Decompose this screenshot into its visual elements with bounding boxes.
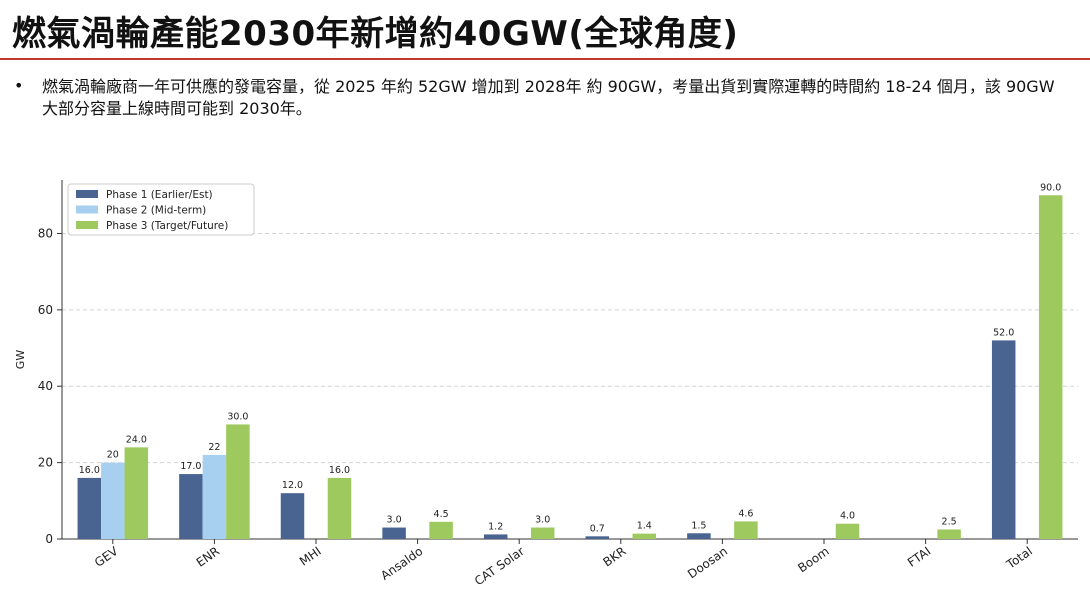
bar bbox=[937, 529, 961, 539]
x-tick-label: ENR bbox=[194, 544, 222, 570]
x-tick-label: GEV bbox=[92, 544, 121, 570]
bars bbox=[77, 195, 1063, 539]
bar bbox=[382, 527, 406, 539]
data-label: 1.5 bbox=[691, 520, 706, 531]
bar bbox=[77, 477, 102, 539]
data-label: 1.2 bbox=[488, 521, 503, 532]
legend-label: Phase 1 (Earlier/Est) bbox=[106, 189, 213, 201]
y-axis-label: GW bbox=[14, 350, 27, 370]
bar bbox=[327, 477, 352, 539]
bar bbox=[991, 340, 1016, 539]
data-label: 52.0 bbox=[993, 327, 1014, 338]
axes: 0 20 40 60 80 GW GEV ENR MHI Ansaldo CAT Solar BKR D… bbox=[14, 180, 1078, 588]
bullet-marker: • bbox=[14, 76, 24, 95]
bar bbox=[101, 462, 125, 539]
y-tick-label: 80 bbox=[38, 226, 53, 240]
x-tick-label: CAT Solar bbox=[472, 544, 527, 588]
data-label: 3.0 bbox=[387, 515, 402, 526]
bar bbox=[280, 493, 305, 539]
bar bbox=[1038, 195, 1063, 539]
data-label: 4.6 bbox=[738, 508, 753, 519]
data-labels: 16.0 20 24.0 17.0 22 30.0 12.0 16.0 3.0 4.5 1.2 3.0… bbox=[79, 182, 1062, 534]
data-label: 16.0 bbox=[329, 465, 350, 476]
data-label: 30.0 bbox=[227, 411, 248, 422]
legend-swatch bbox=[76, 205, 98, 214]
page-title: 燃氣渦輪產能2030年新增約40GW(全球角度) bbox=[12, 14, 739, 54]
y-tick-label: 0 bbox=[45, 532, 53, 546]
data-label: 1.4 bbox=[637, 521, 652, 532]
bar bbox=[835, 523, 860, 539]
bar bbox=[734, 521, 758, 539]
data-label: 12.0 bbox=[282, 480, 303, 491]
data-label: 20 bbox=[107, 450, 119, 461]
data-label: 0.7 bbox=[590, 523, 605, 534]
legend-label: Phase 3 (Target/Future) bbox=[106, 220, 228, 232]
x-tick-label: Ansaldo bbox=[378, 544, 425, 583]
bar bbox=[124, 447, 149, 539]
y-tick-label: 40 bbox=[38, 379, 53, 393]
legend-label: Phase 2 (Mid-term) bbox=[106, 205, 206, 217]
bar bbox=[632, 533, 657, 539]
data-label: 4.0 bbox=[840, 511, 855, 522]
x-tick-label: Total bbox=[1003, 544, 1035, 572]
y-tick-label: 20 bbox=[38, 456, 53, 470]
legend-swatch bbox=[76, 190, 98, 198]
title-divider bbox=[0, 58, 1090, 60]
bar bbox=[202, 454, 227, 539]
data-label: 24.0 bbox=[126, 434, 147, 445]
bar bbox=[226, 424, 250, 539]
bar bbox=[179, 474, 203, 539]
data-label: 90.0 bbox=[1040, 182, 1061, 193]
bar bbox=[687, 533, 711, 539]
data-label: 4.5 bbox=[434, 509, 449, 520]
bar bbox=[483, 534, 508, 539]
data-label: 3.0 bbox=[535, 515, 550, 526]
bullet-text: 燃氣渦輪廠商一年可供應的發電容量，從 2025 年約 52GW 增加到 2028… bbox=[42, 77, 1055, 118]
bar bbox=[585, 536, 610, 539]
grid-lines bbox=[62, 232, 1078, 464]
x-tick-label: FTAI bbox=[905, 544, 933, 570]
data-label: 22 bbox=[208, 442, 220, 453]
legend-swatch bbox=[76, 221, 98, 229]
bar bbox=[429, 521, 453, 539]
x-tick-label: Doosan bbox=[685, 544, 730, 581]
data-label: 2.5 bbox=[942, 516, 957, 527]
legend-box bbox=[67, 183, 255, 236]
legend: Phase 1 (Earlier/Est) Phase 2 (Mid-term) P… bbox=[67, 183, 255, 236]
x-tick-label: MHI bbox=[297, 544, 324, 569]
y-tick-label: 60 bbox=[38, 303, 53, 317]
data-label: 16.0 bbox=[79, 465, 100, 476]
bar bbox=[530, 527, 555, 539]
x-tick-label: BKR bbox=[600, 544, 628, 569]
x-tick-label: Boom bbox=[795, 544, 831, 575]
data-label: 17.0 bbox=[180, 461, 201, 472]
